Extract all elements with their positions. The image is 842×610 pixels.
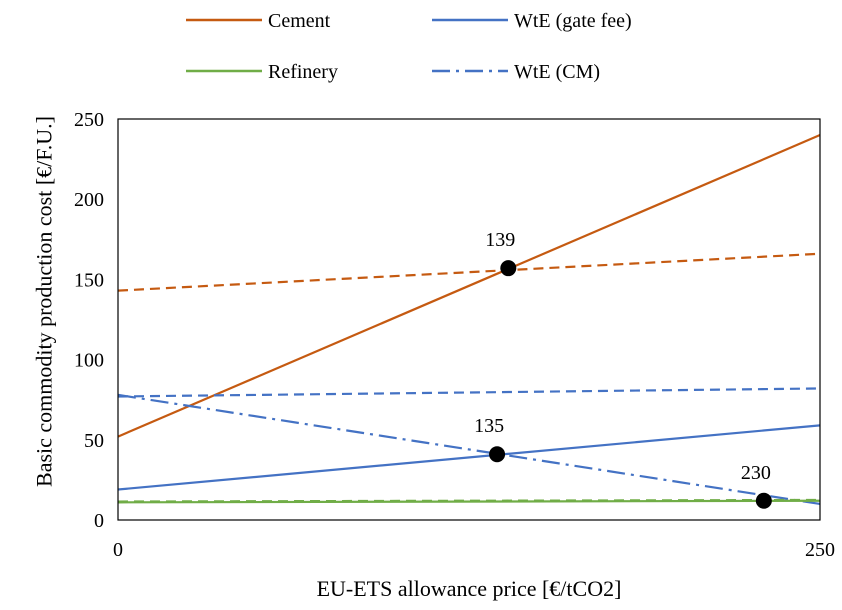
y-tick-label: 200	[74, 189, 104, 211]
series-line-dashed-1	[117, 252, 821, 292]
intersection-label-135: 135	[474, 415, 504, 437]
intersection-marker-139	[500, 260, 517, 277]
y-tick-label: 0	[94, 510, 104, 532]
y-tick-label: 50	[84, 430, 104, 452]
series-line-dashed-6	[117, 498, 821, 503]
legend-label-wte-cm: WtE (CM)	[514, 61, 600, 83]
series-line-wte-gate-fee	[117, 424, 821, 491]
legend-label-refinery: Refinery	[268, 61, 338, 83]
x-tick-label: 250	[805, 539, 835, 561]
series-layer	[117, 134, 821, 506]
legend: Cement WtE (gate fee) Refinery WtE (CM)	[186, 10, 632, 83]
y-axis-title: Basic commodity production cost [€/F.U.]	[32, 116, 57, 487]
series-line-cement	[117, 134, 821, 438]
series-line-wte-cm	[117, 393, 821, 506]
legend-label-cement: Cement	[268, 10, 331, 32]
intersection-label-139: 139	[485, 229, 515, 251]
legend-label-wte-gate-fee: WtE (gate fee)	[514, 10, 632, 32]
y-tick-label: 150	[74, 269, 104, 291]
x-tick-label: 0	[113, 539, 123, 561]
intersection-label-230: 230	[741, 462, 771, 484]
intersection-marker-230	[755, 492, 772, 509]
intersection-marker-135	[489, 446, 506, 463]
y-tick-label: 100	[74, 350, 104, 372]
marker-layer: 139 135 230	[474, 229, 772, 509]
x-axis-title: EU-ETS allowance price [€/tCO2]	[317, 576, 622, 601]
y-tick-label: 250	[74, 109, 104, 131]
series-line-dashed-3	[117, 387, 821, 398]
plot-area-frame	[117, 118, 821, 521]
tick-labels: 0 50 100 150 200 250 0 250	[74, 109, 835, 561]
